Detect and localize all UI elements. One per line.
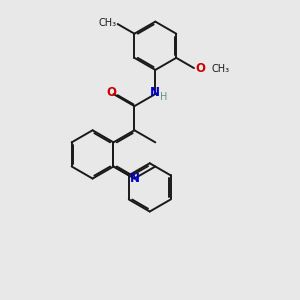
Text: O: O <box>106 86 116 99</box>
Text: N: N <box>129 172 140 185</box>
Text: CH₃: CH₃ <box>98 18 116 28</box>
Text: H: H <box>160 92 167 102</box>
Text: O: O <box>196 61 206 75</box>
Text: N: N <box>150 86 160 99</box>
Text: CH₃: CH₃ <box>211 64 229 74</box>
